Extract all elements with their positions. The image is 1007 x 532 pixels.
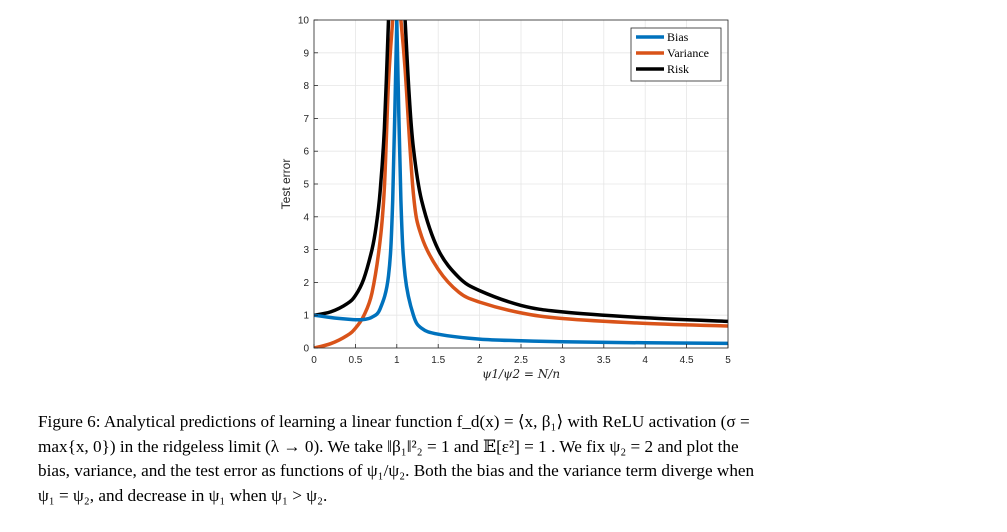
x-tick-label: 0 (311, 355, 317, 366)
series-line-risk-right (403, 20, 728, 324)
y-tick-labels: 0 1 2 3 4 5 6 7 8 9 10 (298, 16, 310, 355)
x-tick-label: 3 (560, 355, 566, 366)
series-line-variance-right (399, 20, 728, 328)
y-tick-label: 5 (303, 180, 309, 191)
x-tick-label: 1.5 (431, 355, 445, 366)
y-axis-label: Test error (279, 159, 293, 210)
y-tick-label: 0 (303, 344, 309, 355)
line-chart: 0 0.5 1 1.5 2 2.5 3 3.5 4 4.5 5 0 1 2 3 4 5 6 7 8 9 10 Test … (279, 16, 731, 382)
x-tick-label: 1 (394, 355, 400, 366)
ticks (313, 19, 729, 349)
y-tick-label: 3 (303, 245, 309, 256)
y-tick-label: 6 (303, 147, 309, 158)
y-tick-label: 8 (303, 81, 309, 92)
series-line-risk-left (314, 20, 391, 317)
x-tick-label: 4 (642, 355, 648, 366)
y-tick-label: 2 (303, 278, 309, 289)
y-tick-label: 4 (303, 212, 309, 223)
caption-line-3: bias, variance, and the test error as fu… (38, 461, 755, 480)
series-line-bias-right (395, 20, 728, 346)
caption-line-4: ψ₁ = ψ₂, and decrease in ψ₁ when ψ₁ > ψ₂… (38, 485, 328, 505)
series-line-bias-left (314, 20, 399, 322)
series-line-variance-left (314, 20, 395, 348)
x-tick-label: 0.5 (348, 355, 362, 366)
x-tick-label: 4.5 (680, 355, 694, 366)
legend-label-bias: Bias (667, 30, 689, 44)
caption-line-2: max{x, 0}) in the ridgeless limit (λ → 0… (38, 436, 739, 456)
y-tick-label: 7 (303, 114, 309, 125)
y-tick-label: 10 (298, 16, 310, 27)
figure: 0 0.5 1 1.5 2 2.5 3 3.5 4 4.5 5 0 1 2 3 4 5 6 7 8 9 10 Test … (279, 16, 731, 382)
figure-caption: Figure 6: Analytical predictions of lear… (38, 410, 974, 508)
x-tick-label: 5 (725, 355, 731, 366)
x-axis-label: ψ1/ψ2 = N/n (482, 367, 560, 381)
legend-label-variance: Variance (667, 46, 709, 60)
caption-line-1: Figure 6: Analytical predictions of lear… (38, 412, 750, 431)
legend: Bias Variance Risk (630, 27, 722, 82)
y-tick-label: 9 (303, 48, 309, 59)
x-tick-label: 2.5 (514, 355, 528, 366)
x-tick-label: 2 (477, 355, 483, 366)
x-tick-label: 3.5 (597, 355, 611, 366)
legend-label-risk: Risk (667, 62, 689, 76)
y-tick-label: 1 (303, 311, 309, 322)
series-group (314, 20, 728, 348)
x-tick-labels: 0 0.5 1 1.5 2 2.5 3 3.5 4 4.5 5 (311, 355, 731, 366)
